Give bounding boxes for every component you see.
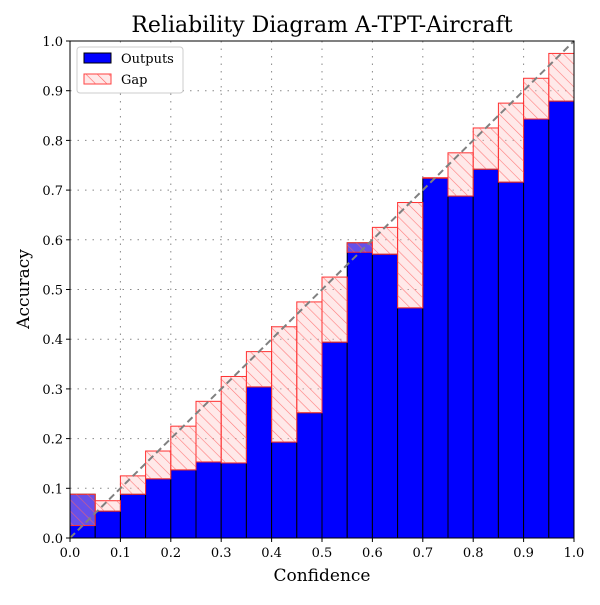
output-bar [272,442,297,538]
x-tick-label: 0.4 [261,546,282,561]
y-tick-label: 0.2 [42,433,63,448]
gap-bar-hatch [221,376,246,462]
x-tick-label: 1.0 [564,546,585,561]
gap-bar-hatch [171,426,196,470]
legend-outputs-swatch [84,53,111,63]
output-bar [246,387,271,538]
output-bar [448,196,473,538]
gap-bar-hatch [70,494,95,525]
gap-bar-hatch [398,203,423,308]
gap-bar-hatch [448,153,473,196]
y-tick-label: 0.1 [42,482,63,497]
output-bar [473,169,498,538]
output-bar [120,494,145,538]
output-bar [297,413,322,538]
y-tick-label: 0.6 [42,234,63,249]
x-tick-label: 0.6 [362,546,383,561]
gap-bar-hatch [473,128,498,169]
output-bar [498,182,523,538]
output-bar [171,470,196,538]
gap-bar-hatch [498,103,523,182]
legend-outputs-label: Outputs [121,52,174,67]
output-bar [398,308,423,538]
output-bar [372,254,397,538]
x-tick-label: 0.2 [160,546,181,561]
chart-title: Reliability Diagram A-TPT-Aircraft [131,13,512,38]
y-tick-label: 0.9 [42,85,63,100]
y-axis-label: Accuracy [14,249,34,330]
output-bar [549,101,574,538]
gap-bar-hatch [524,78,549,119]
output-bar [221,463,246,538]
output-bar [524,119,549,538]
gap-bar-hatch [297,302,322,413]
y-tick-label: 0.3 [42,383,63,398]
x-tick-label: 0.3 [211,546,232,561]
y-tick-label: 1.0 [42,35,63,50]
gap-bar-hatch [549,53,574,101]
x-tick-label: 0.1 [110,546,131,561]
x-tick-label: 0.5 [312,546,333,561]
gap-bar-hatch [246,352,271,387]
y-tick-label: 0.5 [42,284,63,299]
legend-gap-label: Gap [121,73,147,88]
x-tick-label: 0.7 [412,546,433,561]
gap-bar-hatch [272,327,297,442]
y-tick-label: 0.8 [42,134,63,149]
output-bar [347,243,372,538]
gap-bar-hatch [120,476,145,494]
output-bar [423,178,448,538]
y-tick-label: 0.7 [42,184,63,199]
x-axis-label: Confidence [273,566,370,586]
y-tick-label: 0.0 [42,532,63,547]
gap-bar-hatch [372,227,397,254]
x-tick-label: 0.8 [463,546,484,561]
legend: Outputs Gap [77,47,183,93]
output-bar [322,342,347,538]
output-bar [95,511,120,538]
output-bar [146,479,171,538]
y-tick-label: 0.4 [42,333,63,348]
x-tick-label: 0.9 [513,546,534,561]
gap-bar-hatch [146,451,171,479]
gap-bar-hatch [95,501,120,511]
output-bar [196,462,221,538]
x-tick-label: 0.0 [60,546,81,561]
